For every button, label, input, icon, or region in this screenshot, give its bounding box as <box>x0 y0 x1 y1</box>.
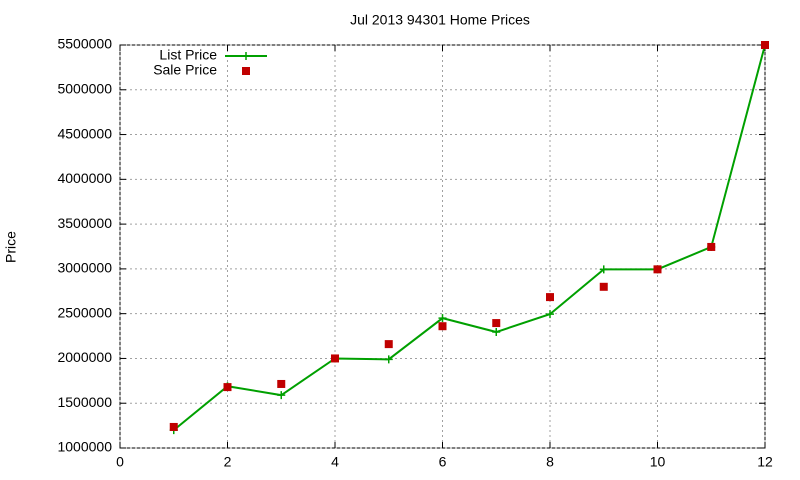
y-tick-label: 2500000 <box>57 304 112 320</box>
series-line <box>173 44 766 431</box>
y-tick-label: 4500000 <box>57 125 112 141</box>
point <box>653 265 662 274</box>
point <box>546 310 554 319</box>
x-tick-label: 6 <box>439 454 447 470</box>
y-axis-label: Price <box>3 231 19 263</box>
y-tick-label: 3500000 <box>57 215 112 231</box>
y-tick-label: 1500000 <box>57 394 112 410</box>
point <box>438 314 447 323</box>
y-tick-label: 4000000 <box>57 170 112 186</box>
x-tick-label: 8 <box>546 454 554 470</box>
point <box>169 422 178 431</box>
point <box>599 265 608 274</box>
legend-marker <box>242 52 250 60</box>
y-tick-label: 5000000 <box>57 80 112 96</box>
legend-label: Sale Price <box>153 62 217 78</box>
legend-label: List Price <box>159 47 217 63</box>
x-tick-label: 2 <box>224 454 232 470</box>
y-tick-label: 2000000 <box>57 349 112 365</box>
point <box>707 242 716 251</box>
point <box>438 322 447 331</box>
point <box>599 282 608 291</box>
point <box>277 379 286 388</box>
y-tick-label: 3000000 <box>57 260 112 276</box>
y-tick-label: 1000000 <box>57 439 112 455</box>
point <box>331 354 339 363</box>
point <box>384 340 393 349</box>
point <box>492 328 501 337</box>
x-tick-label: 0 <box>116 454 124 470</box>
point <box>546 293 554 302</box>
y-tick-label: 5500000 <box>57 36 112 52</box>
x-tick-label: 12 <box>757 454 773 470</box>
point <box>277 391 286 400</box>
point <box>761 41 769 49</box>
point <box>223 383 232 392</box>
point <box>492 319 501 328</box>
x-tick-label: 10 <box>650 454 666 470</box>
chart-title: Jul 2013 94301 Home Prices <box>350 12 530 28</box>
legend-marker <box>242 67 250 75</box>
point <box>384 355 393 364</box>
x-tick-label: 4 <box>331 454 339 470</box>
